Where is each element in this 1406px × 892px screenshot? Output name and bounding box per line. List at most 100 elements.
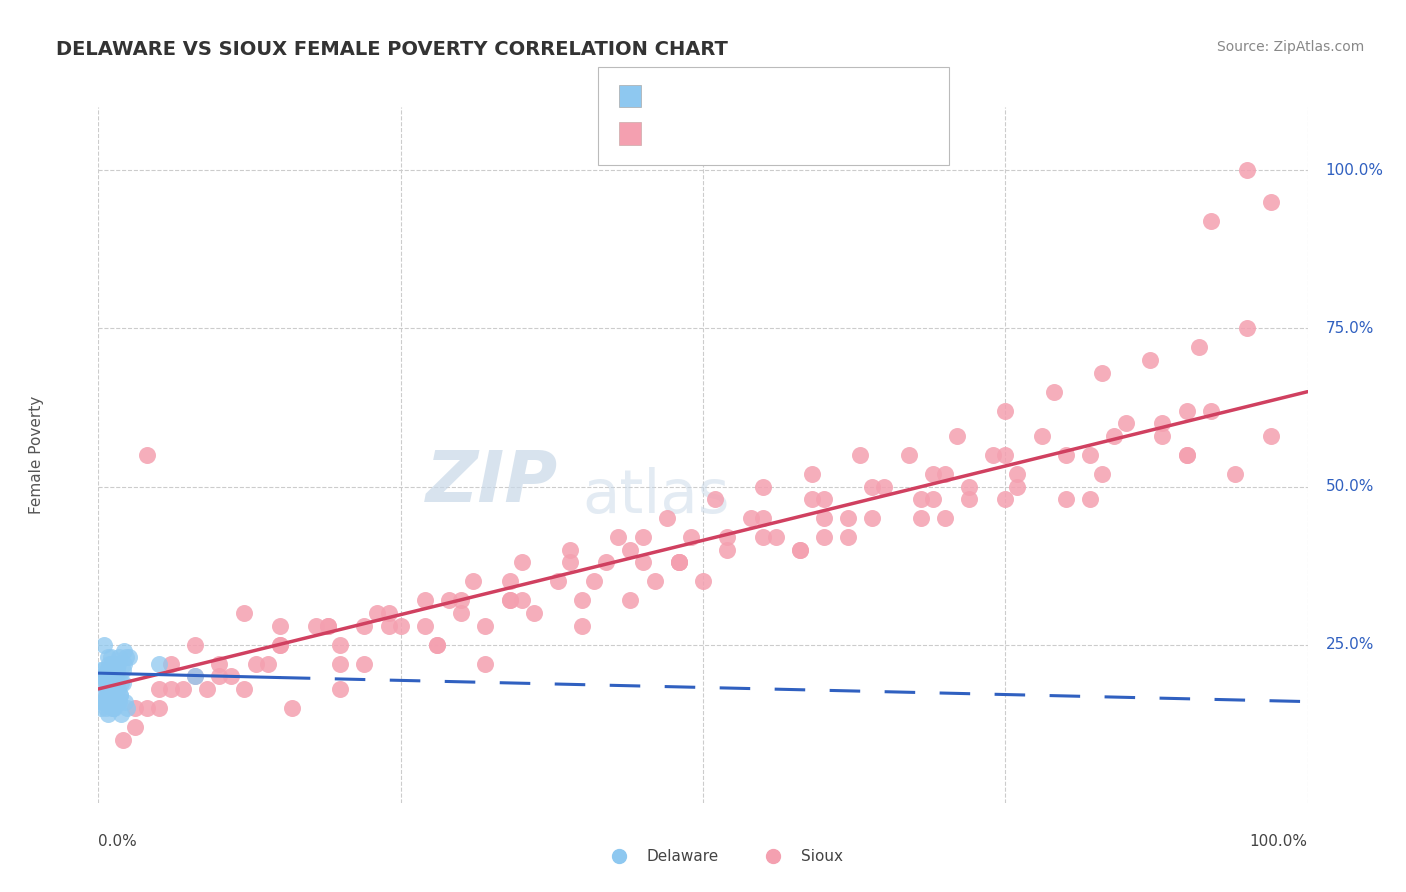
Point: [91, 669, 114, 683]
Point: [450, 593, 472, 607]
Point: [934, 467, 956, 481]
Point: [644, 574, 666, 589]
Point: [91, 663, 114, 677]
Point: [547, 574, 569, 589]
Point: [221, 669, 243, 683]
Point: [1175, 403, 1198, 417]
Point: [98, 663, 121, 677]
Text: DELAWARE VS SIOUX FEMALE POVERTY CORRELATION CHART: DELAWARE VS SIOUX FEMALE POVERTY CORRELA…: [56, 40, 728, 59]
Point: [619, 542, 641, 557]
Point: [631, 530, 654, 544]
Point: [108, 688, 131, 702]
Point: [208, 657, 231, 671]
Point: [1102, 429, 1125, 443]
Point: [800, 492, 823, 507]
Point: [413, 593, 436, 607]
Point: [94, 681, 117, 696]
Point: [595, 556, 617, 570]
Point: [160, 681, 183, 696]
Point: [96, 675, 118, 690]
Point: [269, 638, 291, 652]
Point: [135, 448, 157, 462]
Point: [813, 511, 835, 525]
Point: [98, 681, 121, 696]
Point: [413, 618, 436, 632]
Point: [957, 492, 980, 507]
Point: [1152, 417, 1174, 431]
Point: [97, 681, 120, 696]
Point: [981, 448, 1004, 462]
Point: [103, 681, 125, 696]
Point: [1199, 214, 1222, 228]
Point: [94, 669, 117, 683]
Text: R =: R =: [654, 87, 690, 104]
Point: [101, 695, 124, 709]
Text: Sioux: Sioux: [801, 849, 844, 863]
Point: [474, 657, 496, 671]
Point: [353, 618, 375, 632]
Point: [910, 511, 932, 525]
Text: 62: 62: [818, 87, 841, 104]
Point: [91, 695, 114, 709]
Point: [813, 530, 835, 544]
Point: [148, 657, 170, 671]
Point: [946, 429, 969, 443]
Point: [110, 707, 132, 722]
Point: [450, 606, 472, 620]
Point: [692, 574, 714, 589]
Point: [716, 530, 738, 544]
Point: [124, 720, 146, 734]
Point: [860, 511, 883, 525]
Point: [752, 530, 775, 544]
Point: [740, 511, 762, 525]
Point: [329, 681, 352, 696]
Text: 133: 133: [818, 122, 853, 140]
Point: [100, 669, 122, 683]
Point: [208, 669, 231, 683]
Point: [100, 669, 122, 683]
Point: [107, 681, 129, 696]
Point: [860, 479, 883, 493]
Point: [910, 492, 932, 507]
Point: [789, 542, 811, 557]
Point: [97, 707, 120, 722]
Point: [160, 657, 183, 671]
Point: [91, 669, 114, 683]
Point: [232, 681, 254, 696]
Point: [94, 701, 117, 715]
Point: [256, 657, 278, 671]
Point: [148, 681, 170, 696]
Point: [281, 701, 304, 715]
Point: [100, 657, 122, 671]
Point: [110, 675, 132, 690]
Point: [329, 657, 352, 671]
Point: [957, 479, 980, 493]
Point: [558, 556, 581, 570]
Point: [1175, 448, 1198, 462]
Point: [90, 701, 112, 715]
Text: 0.0%: 0.0%: [98, 834, 138, 849]
Point: [1260, 194, 1282, 209]
Point: [1054, 492, 1077, 507]
Point: [245, 657, 267, 671]
Point: [426, 638, 449, 652]
Point: [1007, 479, 1029, 493]
Point: [184, 669, 207, 683]
Point: [104, 657, 127, 671]
Point: [1031, 429, 1053, 443]
Point: [101, 701, 124, 715]
Point: [571, 618, 593, 632]
Point: [184, 638, 207, 652]
Point: [897, 448, 920, 462]
Point: [994, 492, 1017, 507]
Point: [1188, 340, 1211, 354]
Point: [765, 530, 787, 544]
Point: [426, 638, 449, 652]
Point: [104, 669, 127, 683]
Point: [558, 542, 581, 557]
Point: [474, 618, 496, 632]
Point: [1223, 467, 1246, 481]
Point: [172, 681, 194, 696]
Point: [463, 574, 485, 589]
Point: [105, 657, 128, 671]
